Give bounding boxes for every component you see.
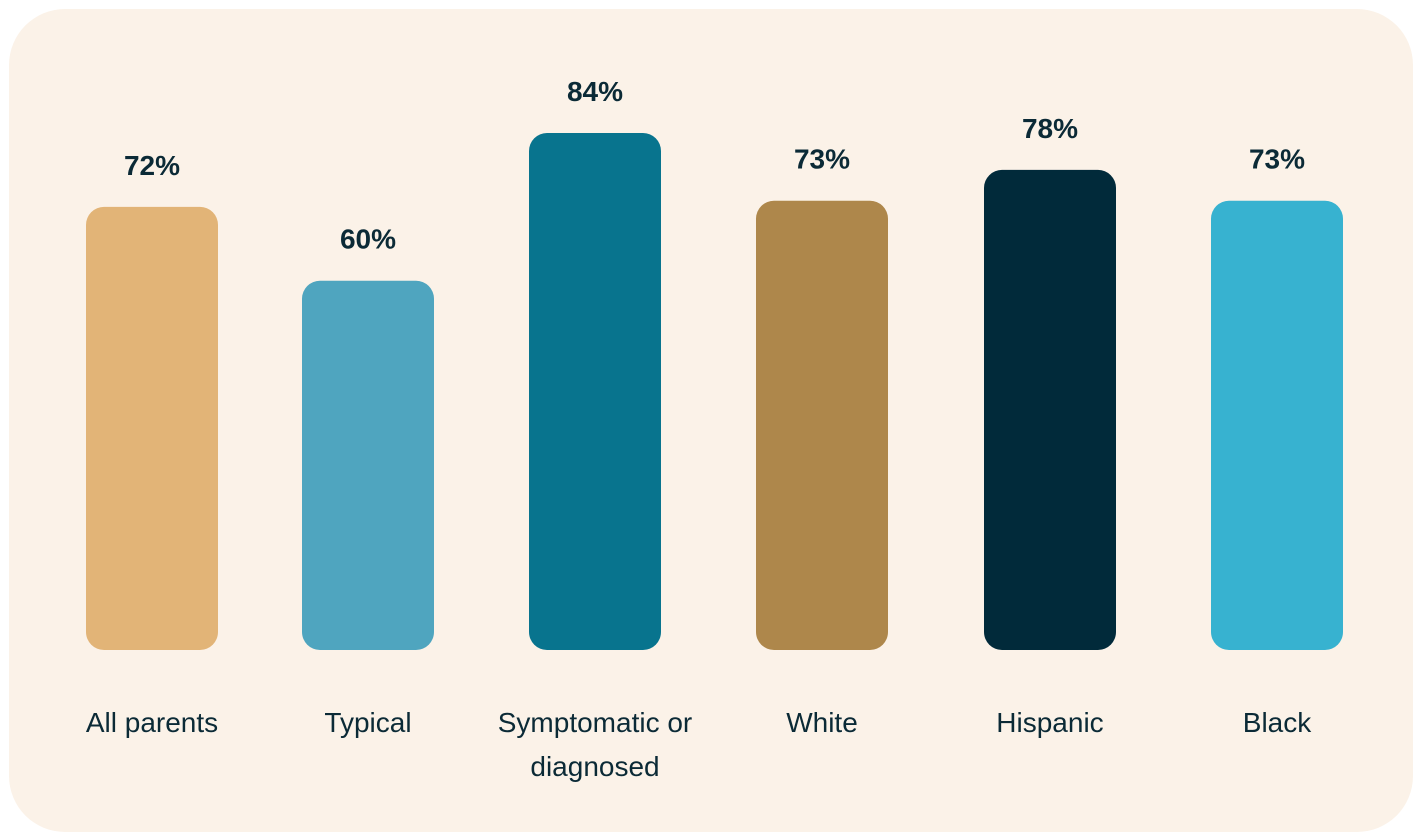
value-label-all-parents: 72% [124, 150, 180, 181]
category-label-black: Black [1243, 707, 1312, 738]
category-label-line: Symptomatic or [498, 707, 693, 738]
category-label-line: White [786, 707, 858, 738]
value-label-typical: 60% [340, 224, 396, 255]
category-label-all-parents: All parents [86, 707, 218, 738]
chart-card [9, 9, 1413, 832]
category-label-line: All parents [86, 707, 218, 738]
category-label-hispanic: Hispanic [996, 707, 1103, 738]
category-label-line: Hispanic [996, 707, 1103, 738]
category-label-line: Typical [324, 707, 411, 738]
value-label-black: 73% [1249, 144, 1305, 175]
bar-all-parents [86, 206, 218, 650]
value-label-white: 73% [794, 144, 850, 175]
bar-white [756, 200, 888, 650]
value-label-hispanic: 78% [1022, 113, 1078, 144]
bar-black [1211, 200, 1343, 650]
bars-group [86, 133, 1343, 650]
category-label-white: White [786, 707, 858, 738]
category-label-typical: Typical [324, 707, 411, 738]
category-label-symptomatic-or-diagnosed: Symptomatic or diagnosed [498, 707, 693, 782]
bar-symptomatic-or-diagnosed [529, 133, 661, 650]
category-labels-group: All parents Typical Symptomatic or diagnose… [86, 707, 1312, 782]
bar-typical [302, 280, 434, 650]
value-label-symptomatic-or-diagnosed: 84% [567, 76, 623, 107]
category-label-line: Black [1243, 707, 1312, 738]
bar-hispanic [984, 169, 1116, 650]
value-labels-group: 72% 60% 84% 73% 78% 73% [124, 76, 1305, 255]
category-label-line: diagnosed [530, 751, 659, 782]
